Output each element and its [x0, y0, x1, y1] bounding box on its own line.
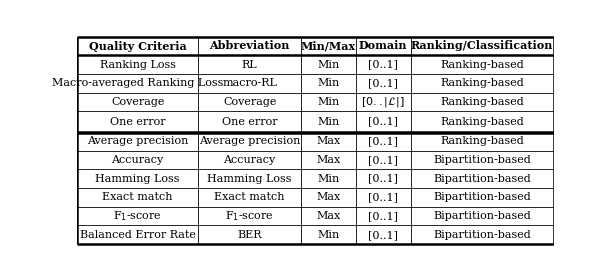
Text: Min: Min: [317, 174, 339, 184]
Text: Average precision: Average precision: [199, 136, 300, 146]
Text: Min: Min: [317, 78, 339, 88]
Text: [0..1]: [0..1]: [368, 230, 398, 240]
Text: Bipartition-based: Bipartition-based: [433, 192, 531, 202]
Text: [0..1]: [0..1]: [368, 155, 398, 165]
Text: F$_1$-score: F$_1$-score: [225, 209, 274, 223]
Text: Ranking-based: Ranking-based: [440, 78, 524, 88]
Text: One error: One error: [110, 117, 165, 127]
Text: Min: Min: [317, 117, 339, 127]
Text: Min: Min: [317, 230, 339, 240]
Text: F$_1$-score: F$_1$-score: [113, 209, 162, 223]
Text: Min/Max: Min/Max: [301, 40, 356, 51]
Text: Max: Max: [316, 136, 341, 146]
Text: Hamming Loss: Hamming Loss: [207, 174, 292, 184]
Text: Bipartition-based: Bipartition-based: [433, 155, 531, 165]
Text: Ranking/Classification: Ranking/Classification: [411, 40, 554, 51]
Text: Min: Min: [317, 97, 339, 107]
Text: [0..1]: [0..1]: [368, 60, 398, 70]
Text: Domain: Domain: [359, 40, 407, 51]
Text: Max: Max: [316, 155, 341, 165]
Text: Bipartition-based: Bipartition-based: [433, 211, 531, 221]
Text: Exact match: Exact match: [102, 192, 173, 202]
Text: [0..1]: [0..1]: [368, 136, 398, 146]
Text: Exact match: Exact match: [215, 192, 285, 202]
Text: Ranking-based: Ranking-based: [440, 136, 524, 146]
Text: Ranking-based: Ranking-based: [440, 60, 524, 70]
Text: Max: Max: [316, 211, 341, 221]
Text: [0..1]: [0..1]: [368, 211, 398, 221]
Text: BER: BER: [237, 230, 262, 240]
Text: Ranking Loss: Ranking Loss: [100, 60, 176, 70]
Text: Hamming Loss: Hamming Loss: [95, 174, 180, 184]
Text: Accuracy: Accuracy: [111, 155, 164, 165]
Text: Coverage: Coverage: [223, 97, 276, 107]
Text: Bipartition-based: Bipartition-based: [433, 230, 531, 240]
Text: Quality Criteria: Quality Criteria: [89, 40, 186, 51]
Text: Abbreviation: Abbreviation: [210, 40, 290, 51]
Text: Accuracy: Accuracy: [223, 155, 276, 165]
Text: One error: One error: [222, 117, 277, 127]
Text: [0..1]: [0..1]: [368, 192, 398, 202]
Text: macro-RL: macro-RL: [222, 78, 277, 88]
Text: Ranking-based: Ranking-based: [440, 97, 524, 107]
Text: [0..1]: [0..1]: [368, 117, 398, 127]
Text: Coverage: Coverage: [111, 97, 164, 107]
Text: RL: RL: [242, 60, 258, 70]
Text: [0..1]: [0..1]: [368, 78, 398, 88]
Text: Ranking-based: Ranking-based: [440, 117, 524, 127]
Text: $[0..|\mathcal{L}|]$: $[0..|\mathcal{L}|]$: [362, 95, 405, 109]
Text: [0..1]: [0..1]: [368, 174, 398, 184]
Text: Balanced Error Rate: Balanced Error Rate: [80, 230, 196, 240]
Text: Min: Min: [317, 60, 339, 70]
Text: Bipartition-based: Bipartition-based: [433, 174, 531, 184]
Text: Macro-averaged Ranking Loss: Macro-averaged Ranking Loss: [52, 78, 223, 88]
Text: Average precision: Average precision: [87, 136, 188, 146]
Text: Max: Max: [316, 192, 341, 202]
